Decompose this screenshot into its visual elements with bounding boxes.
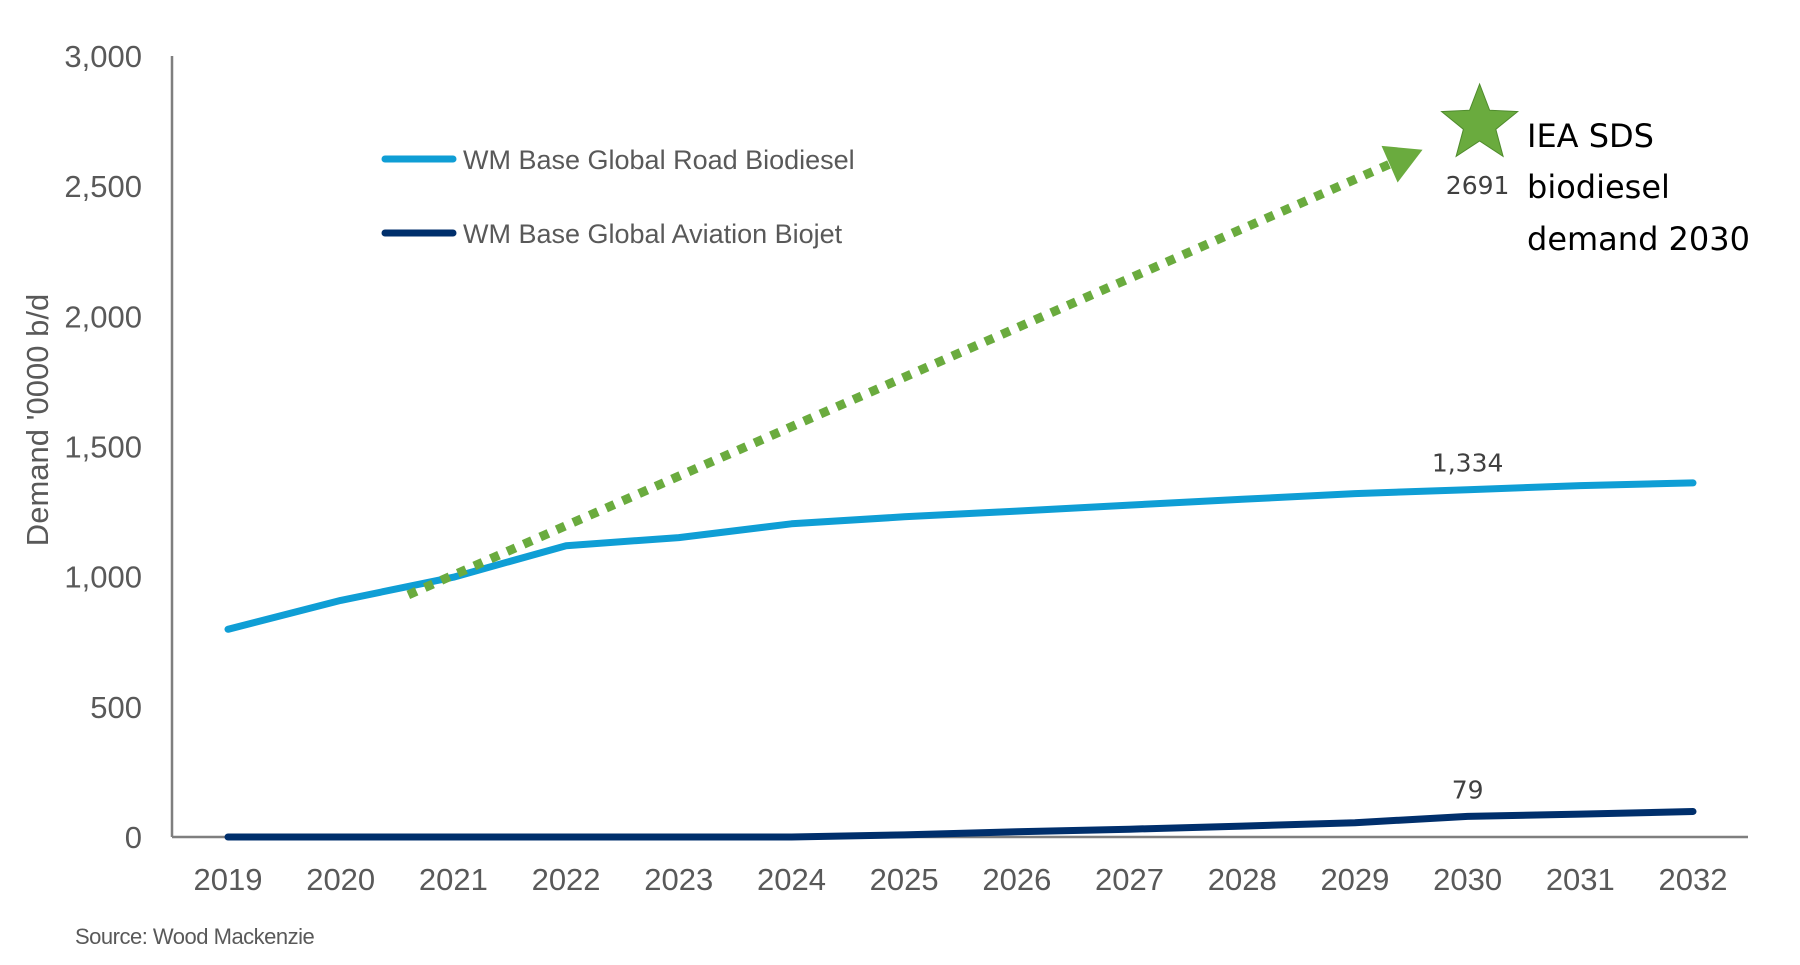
x-tick-label: 2023 xyxy=(644,862,713,897)
y-tick-label: 1,000 xyxy=(64,560,142,595)
trend-arrow xyxy=(406,145,1423,600)
x-axis-ticks: 2019 2020 2021 2022 2023 2024 2025 2026 2027 2028… xyxy=(194,862,1728,897)
source-note: Source: Wood Mackenzie xyxy=(75,924,315,949)
y-axis-title: Demand '0000 b/d xyxy=(20,294,55,546)
series-line-aviation-biojet xyxy=(224,808,1697,841)
x-tick-label: 2020 xyxy=(306,862,375,897)
data-label: 79 xyxy=(1452,775,1484,804)
annotation-line-2: biodiesel xyxy=(1527,168,1670,206)
x-tick-label: 2032 xyxy=(1659,862,1728,897)
x-tick-label: 2021 xyxy=(419,862,488,897)
x-tick-label: 2022 xyxy=(532,862,601,897)
x-tick-label: 2030 xyxy=(1433,862,1502,897)
legend-label-road-biodiesel: WM Base Global Road Biodiesel xyxy=(463,145,855,175)
series-layer xyxy=(224,479,1697,841)
y-tick-label: 1,500 xyxy=(64,430,142,465)
series-line-road-biodiesel xyxy=(224,479,1697,633)
legend-label-aviation-biojet: WM Base Global Aviation Biojet xyxy=(463,219,843,249)
x-tick-label: 2031 xyxy=(1546,862,1615,897)
y-axis-ticks: 0 500 1,000 1,500 2,000 2,500 3,000 xyxy=(64,39,142,855)
y-tick-label: 2,500 xyxy=(64,169,142,204)
legend: WM Base Global Road Biodiesel WM Base Gl… xyxy=(381,145,855,249)
data-labels: 1,334 79 xyxy=(1432,449,1504,805)
x-tick-label: 2019 xyxy=(194,862,263,897)
y-tick-label: 3,000 xyxy=(64,39,142,74)
trend-arrow-head xyxy=(1381,145,1423,183)
data-label: 1,334 xyxy=(1432,449,1504,478)
x-tick-label: 2025 xyxy=(870,862,939,897)
star-icon xyxy=(1440,82,1520,158)
y-tick-label: 500 xyxy=(90,690,142,725)
y-tick-label: 0 xyxy=(125,820,142,855)
x-tick-label: 2028 xyxy=(1208,862,1277,897)
x-tick-label: 2029 xyxy=(1320,862,1389,897)
x-tick-label: 2027 xyxy=(1095,862,1164,897)
x-tick-label: 2026 xyxy=(982,862,1051,897)
annotation-line-3: demand 2030 xyxy=(1527,220,1750,258)
target-value-label: 2691 xyxy=(1446,171,1510,200)
annotation-line-1: IEA SDS xyxy=(1527,117,1654,155)
y-tick-label: 2,000 xyxy=(64,299,142,334)
x-tick-label: 2024 xyxy=(757,862,826,897)
